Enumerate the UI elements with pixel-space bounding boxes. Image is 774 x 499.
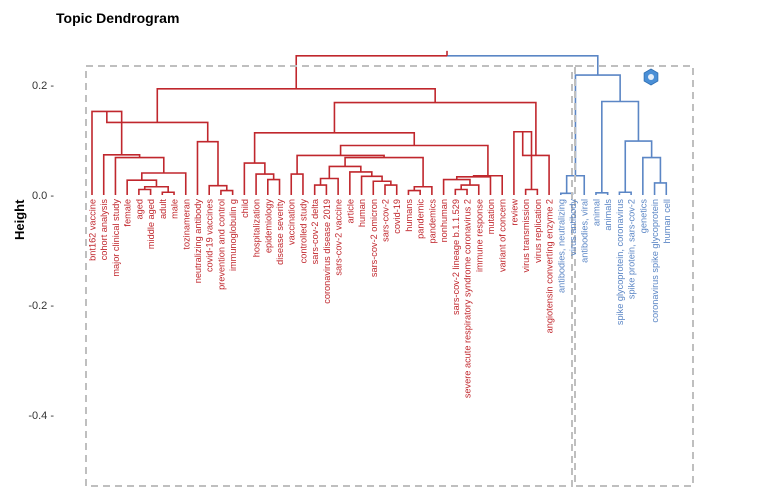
dendrogram-branch: [333, 101, 537, 156]
leaf-label: coronavirus spike glycoprotein: [650, 199, 660, 323]
leaf-label: antibodies, viral: [580, 199, 590, 263]
leaf-label: article: [345, 199, 355, 224]
y-tick-label: -0.2 -: [28, 300, 54, 312]
dendrogram-branch: [255, 173, 275, 195]
leaf-label: disease severity: [275, 199, 285, 265]
leaf-label: sars-cov-2: [381, 199, 391, 242]
dendrogram-branch: [595, 192, 609, 195]
cluster-box-blue: [574, 65, 694, 487]
leaf-label: female: [123, 199, 133, 227]
dendrogram-branch: [407, 189, 421, 195]
dendrogram-branch: [267, 178, 281, 195]
dendrogram-branch: [574, 74, 621, 176]
dendrogram-branch: [91, 110, 123, 195]
dendrogram-branch: [560, 192, 574, 195]
dendrogram-branch: [384, 184, 398, 195]
leaf-label: human cell: [662, 199, 672, 243]
dendrogram-branch: [138, 188, 152, 195]
leaf-label: sars-cov-2 lineage b.1.1.529: [451, 199, 461, 315]
y-tick-label: -0.4 -: [28, 410, 54, 422]
leaf-label: spike glycoprotein, coronavirus: [615, 199, 625, 326]
leaf-label: pandemic: [416, 199, 426, 239]
leaf-label: child: [240, 199, 250, 218]
dendrogram-branch: [442, 178, 471, 195]
leaf-label: vaccination: [287, 199, 297, 245]
leaf-label: bnt162 vaccine: [88, 199, 98, 261]
dendrogram-branch: [447, 55, 599, 76]
dendrogram-branch: [243, 162, 266, 195]
dendrogram-branch: [220, 189, 234, 195]
leaf-label: major clinical study: [111, 199, 121, 277]
dendrogram-branch: [290, 173, 304, 195]
dendrogram-branch: [295, 55, 448, 89]
dendrogram-branch: [196, 140, 219, 195]
dendrogram-branch: [253, 132, 416, 164]
dendrogram-branch: [126, 179, 158, 195]
leaf-label: epidemiology: [263, 199, 273, 254]
leaf-label: controlled study: [298, 199, 308, 264]
cluster-box-red: [85, 65, 573, 487]
leaf-label: male: [170, 199, 180, 219]
leaf-label: virus transmission: [521, 199, 531, 273]
dendrogram-branch: [642, 156, 662, 195]
dendrogram-branch: [601, 100, 640, 193]
leaf-label: aged: [134, 199, 144, 219]
dendrogram-branch: [524, 188, 539, 195]
leaf-label: pandemics: [427, 199, 437, 244]
leaf-label: virus antibody: [568, 199, 578, 256]
leaf-label: animal: [591, 199, 601, 226]
y-tick-label: 0.0 -: [32, 190, 54, 202]
leaf-label: nonhuman: [439, 199, 449, 242]
leaf-label: variant of concern: [498, 199, 508, 272]
leaf-label: sars-cov-2 delta: [310, 198, 320, 264]
dendrogram-branch: [161, 191, 175, 195]
dendrogram-branch: [156, 88, 436, 123]
leaf-label: covid-19: [392, 199, 402, 234]
leaf-label: genetics: [638, 199, 648, 234]
dendrogram-branch: [360, 175, 383, 195]
leaf-label: immune response: [474, 199, 484, 272]
hexagon-icon-center: [648, 74, 654, 80]
dendrogram-branch: [102, 154, 141, 195]
leaf-label: covid-19 vaccines: [205, 199, 215, 272]
leaf-label: cohort analysis: [99, 199, 109, 261]
leaf-label: middle aged: [146, 199, 156, 249]
leaf-label: spike protein, sars-cov-2: [627, 199, 637, 299]
dendrogram-branch: [618, 191, 632, 195]
leaf-label: virus replication: [533, 199, 543, 263]
dendrogram-branch: [313, 184, 328, 195]
leaf-label: coronavirus disease 2019: [322, 199, 332, 304]
leaf-label: mutation: [486, 199, 496, 234]
leaf-label: human: [357, 199, 367, 227]
leaf-label: tozinameran: [181, 199, 191, 250]
dendrogram-branch: [624, 140, 653, 193]
leaf-label: animals: [603, 199, 613, 231]
dendrogram-branch: [372, 180, 392, 195]
leaf-label: immunoglobulin g: [228, 199, 238, 271]
leaf-label: humans: [404, 199, 414, 232]
leaf-label: antibodies, neutralizing: [556, 199, 566, 293]
y-tick-label: 0.2 -: [32, 80, 54, 92]
leaf-label: sars-cov-2 vaccine: [334, 199, 344, 276]
leaf-label: neutralizing antibody: [193, 199, 203, 284]
leaf-label: sars-cov-2 omicron: [369, 199, 379, 277]
leaf-label: review: [509, 199, 519, 226]
leaf-label: prevention and control: [216, 199, 226, 290]
chart-title: Topic Dendrogram: [56, 10, 180, 26]
leaf-label: adult: [158, 199, 168, 219]
dendrogram-branch: [319, 177, 339, 195]
leaf-label: angiotensin converting enzyme 2: [545, 199, 555, 333]
dendrogram-branch: [653, 182, 668, 195]
dendrogram-branch: [454, 188, 468, 195]
leaf-label: severe acute respiratory syndrome corona…: [463, 199, 473, 398]
leaf-label: hospitalization: [252, 199, 262, 257]
